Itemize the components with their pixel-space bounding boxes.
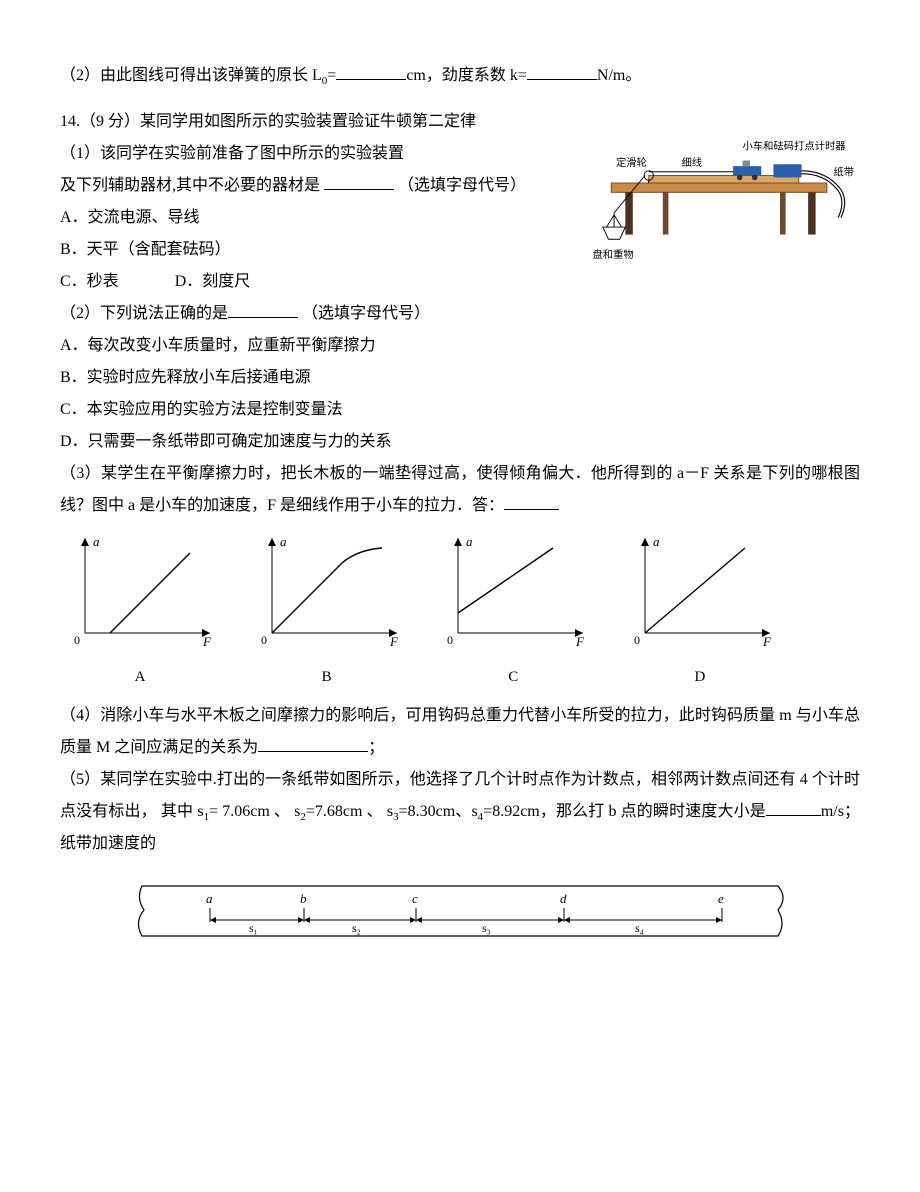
svg-text:F: F (575, 634, 585, 648)
graph-C: a F 0 C (433, 528, 593, 692)
apparatus-svg: 小车和砝码 打点计时器 定滑轮 细线 纸带 盘和重物 (550, 138, 860, 288)
q14-head: 14.（9 分）某同学用如图所示的实验装置验证牛顿第二定律 (60, 106, 860, 138)
q14-p4: （4）消除小车与水平木板之间摩擦力的影响后，可用钩码总重力代替小车所受的拉力，此… (60, 700, 860, 764)
wheel (752, 175, 758, 181)
graph-D: a F 0 D (620, 528, 780, 692)
blank-vb[interactable] (766, 799, 821, 816)
blank-p4[interactable] (258, 735, 368, 752)
blank-k[interactable] (527, 63, 597, 80)
q14-p3: （3）某学生在平衡摩擦力时，把长木板的一端垫得过高，使得倾角偏大．他所得到的 a… (60, 458, 860, 522)
timer (773, 164, 801, 177)
p2D: D．只需要一条纸带即可确定加速度与力的关系 (60, 426, 860, 458)
lblA: A (60, 662, 220, 692)
txt: （选填字母代号） (302, 305, 430, 322)
lbl-cart: 小车和砝码 (743, 139, 794, 152)
tabletop (611, 183, 827, 192)
pan (603, 227, 626, 239)
tape-outline (138, 886, 783, 936)
svg-text:e: e (718, 891, 724, 906)
lbl-pan: 盘和重物 (593, 248, 634, 261)
lblC: C (433, 662, 593, 692)
txt: （2）由此图线可得出该弹簧的原长 L (60, 67, 322, 84)
cart (733, 166, 761, 175)
optC: C．秒表 (60, 273, 119, 290)
svg-text:d: d (560, 891, 567, 906)
svg-text:c: c (412, 891, 418, 906)
leg (780, 193, 786, 235)
blank-p3[interactable] (504, 493, 559, 510)
q13-part2: （2）由此图线可得出该弹簧的原长 L0=cm，劲度系数 k=N/m。 (60, 60, 860, 92)
svg-text:F: F (202, 634, 212, 648)
txt: （4）消除小车与水平木板之间摩擦力的影响后，可用钩码总重力代替小车所受的拉力，此… (60, 707, 860, 756)
lblB: B (247, 662, 407, 692)
p2A: A．每次改变小车质量时，应重新平衡摩擦力 (60, 330, 860, 362)
txt: cm，劲度系数 k= (406, 67, 527, 84)
blank-L0[interactable] (336, 63, 406, 80)
svg-text:0: 0 (447, 633, 453, 647)
lbl-string: 细线 (682, 156, 703, 169)
txt: N/m。 (597, 67, 641, 84)
svg-text:s₁: s₁ (249, 921, 258, 935)
weight-on-cart (743, 161, 751, 167)
q14-p5: （5）某同学在实验中.打出的一条纸带如图所示，他选择了几个计时点作为计数点，相邻… (60, 764, 860, 860)
svg-text:s₂: s₂ (352, 921, 361, 935)
svg-text:a: a (280, 534, 287, 549)
leg (663, 193, 669, 235)
graph-A: a F 0 A (60, 528, 220, 692)
optD: D．刻度尺 (175, 273, 251, 290)
lbl-timer: 打点计时器 (794, 139, 845, 152)
txt: ； (368, 739, 384, 756)
svg-text:0: 0 (634, 633, 640, 647)
svg-text:s₄: s₄ (635, 921, 644, 935)
txt: （3）某学生在平衡摩擦力时，把长木板的一端垫得过高，使得倾角偏大．他所得到的 a… (60, 465, 860, 514)
svg-text:F: F (762, 634, 772, 648)
txt: 及下列辅助器材,其中不必要的器材是 (60, 177, 324, 194)
graph-row: a F 0 A a F 0 B a F 0 C (60, 528, 780, 692)
blank-p1[interactable] (324, 173, 394, 190)
svg-text:s₃: s₃ (482, 921, 491, 935)
blank-p2[interactable] (228, 301, 298, 318)
svg-text:b: b (300, 891, 307, 906)
txt: （1）该同学在实验前准备了图中所示的实验装置 (60, 145, 404, 162)
tape-curve2 (802, 174, 842, 218)
graph-B: a F 0 B (247, 528, 407, 692)
p2C: C．本实验应用的实验方法是控制变量法 (60, 394, 860, 426)
p2B: B．实验时应先释放小车后接通电源 (60, 362, 860, 394)
q14-p2: （2）下列说法正确的是 （选填字母代号） (60, 298, 860, 330)
svg-text:a: a (653, 534, 660, 549)
txt: （2）下列说法正确的是 (60, 305, 228, 322)
svg-text:a: a (466, 534, 473, 549)
svg-text:0: 0 (261, 633, 267, 647)
lbl-tape: 纸带 (833, 166, 854, 179)
lblD: D (620, 662, 780, 692)
lbl-pulley: 定滑轮 (616, 156, 647, 169)
svg-text:F: F (389, 634, 399, 648)
tape-figure: a b c d e s₁ s₂ s₃ s₄ (60, 870, 860, 962)
leg (808, 193, 816, 235)
svg-text:a: a (206, 891, 213, 906)
svg-text:0: 0 (74, 633, 80, 647)
txt: （选填字母代号） (398, 177, 526, 194)
svg-text:a: a (93, 534, 100, 549)
txt: = (327, 67, 336, 84)
apparatus-figure: 小车和砝码 打点计时器 定滑轮 细线 纸带 盘和重物 (550, 138, 860, 300)
wheel (737, 175, 743, 181)
